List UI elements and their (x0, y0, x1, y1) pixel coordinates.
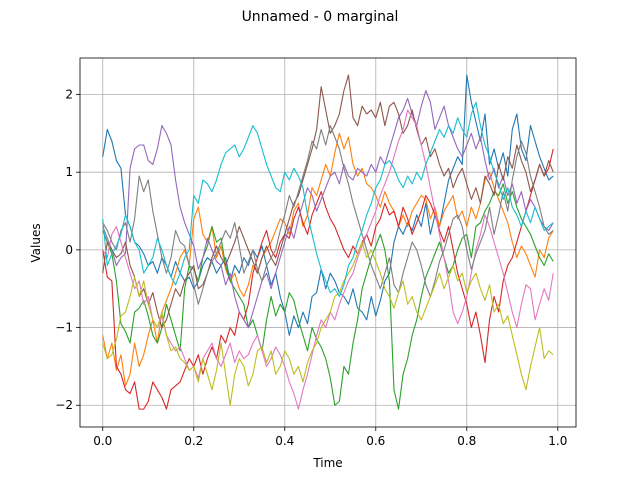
y-tick-label: −2 (55, 398, 73, 412)
y-tick-label: 0 (65, 243, 73, 257)
x-axis-ticks: 0.0 0.2 0.4 0.6 0.8 1.0 (93, 427, 567, 448)
x-tick-label: 0.2 (184, 434, 203, 448)
y-axis-label: Values (29, 223, 43, 262)
y-tick-label: −1 (55, 321, 73, 335)
x-axis-label: Time (312, 456, 342, 470)
series-line-6 (102, 74, 554, 329)
grid-lines (80, 58, 576, 427)
series-line-8 (102, 125, 554, 305)
y-tick-label: 2 (65, 88, 73, 102)
series-line-7 (102, 109, 554, 410)
series-line-2 (102, 132, 554, 387)
x-tick-label: 0.8 (457, 434, 476, 448)
series-group (102, 74, 554, 410)
x-tick-label: 0.0 (93, 434, 112, 448)
series-line-4 (102, 148, 554, 410)
chart-title: Unnamed - 0 marginal (242, 9, 399, 25)
series-line-5 (102, 90, 554, 329)
x-tick-label: 0.4 (275, 434, 294, 448)
y-axis-ticks: −2 −1 0 1 2 (55, 88, 80, 412)
x-tick-label: 1.0 (548, 434, 567, 448)
plot-frame (79, 57, 577, 428)
series-line-3 (102, 183, 554, 410)
x-tick-label: 0.6 (366, 434, 385, 448)
y-tick-label: 1 (65, 165, 73, 179)
series-line-9 (102, 241, 554, 406)
series-line-10 (102, 101, 554, 298)
